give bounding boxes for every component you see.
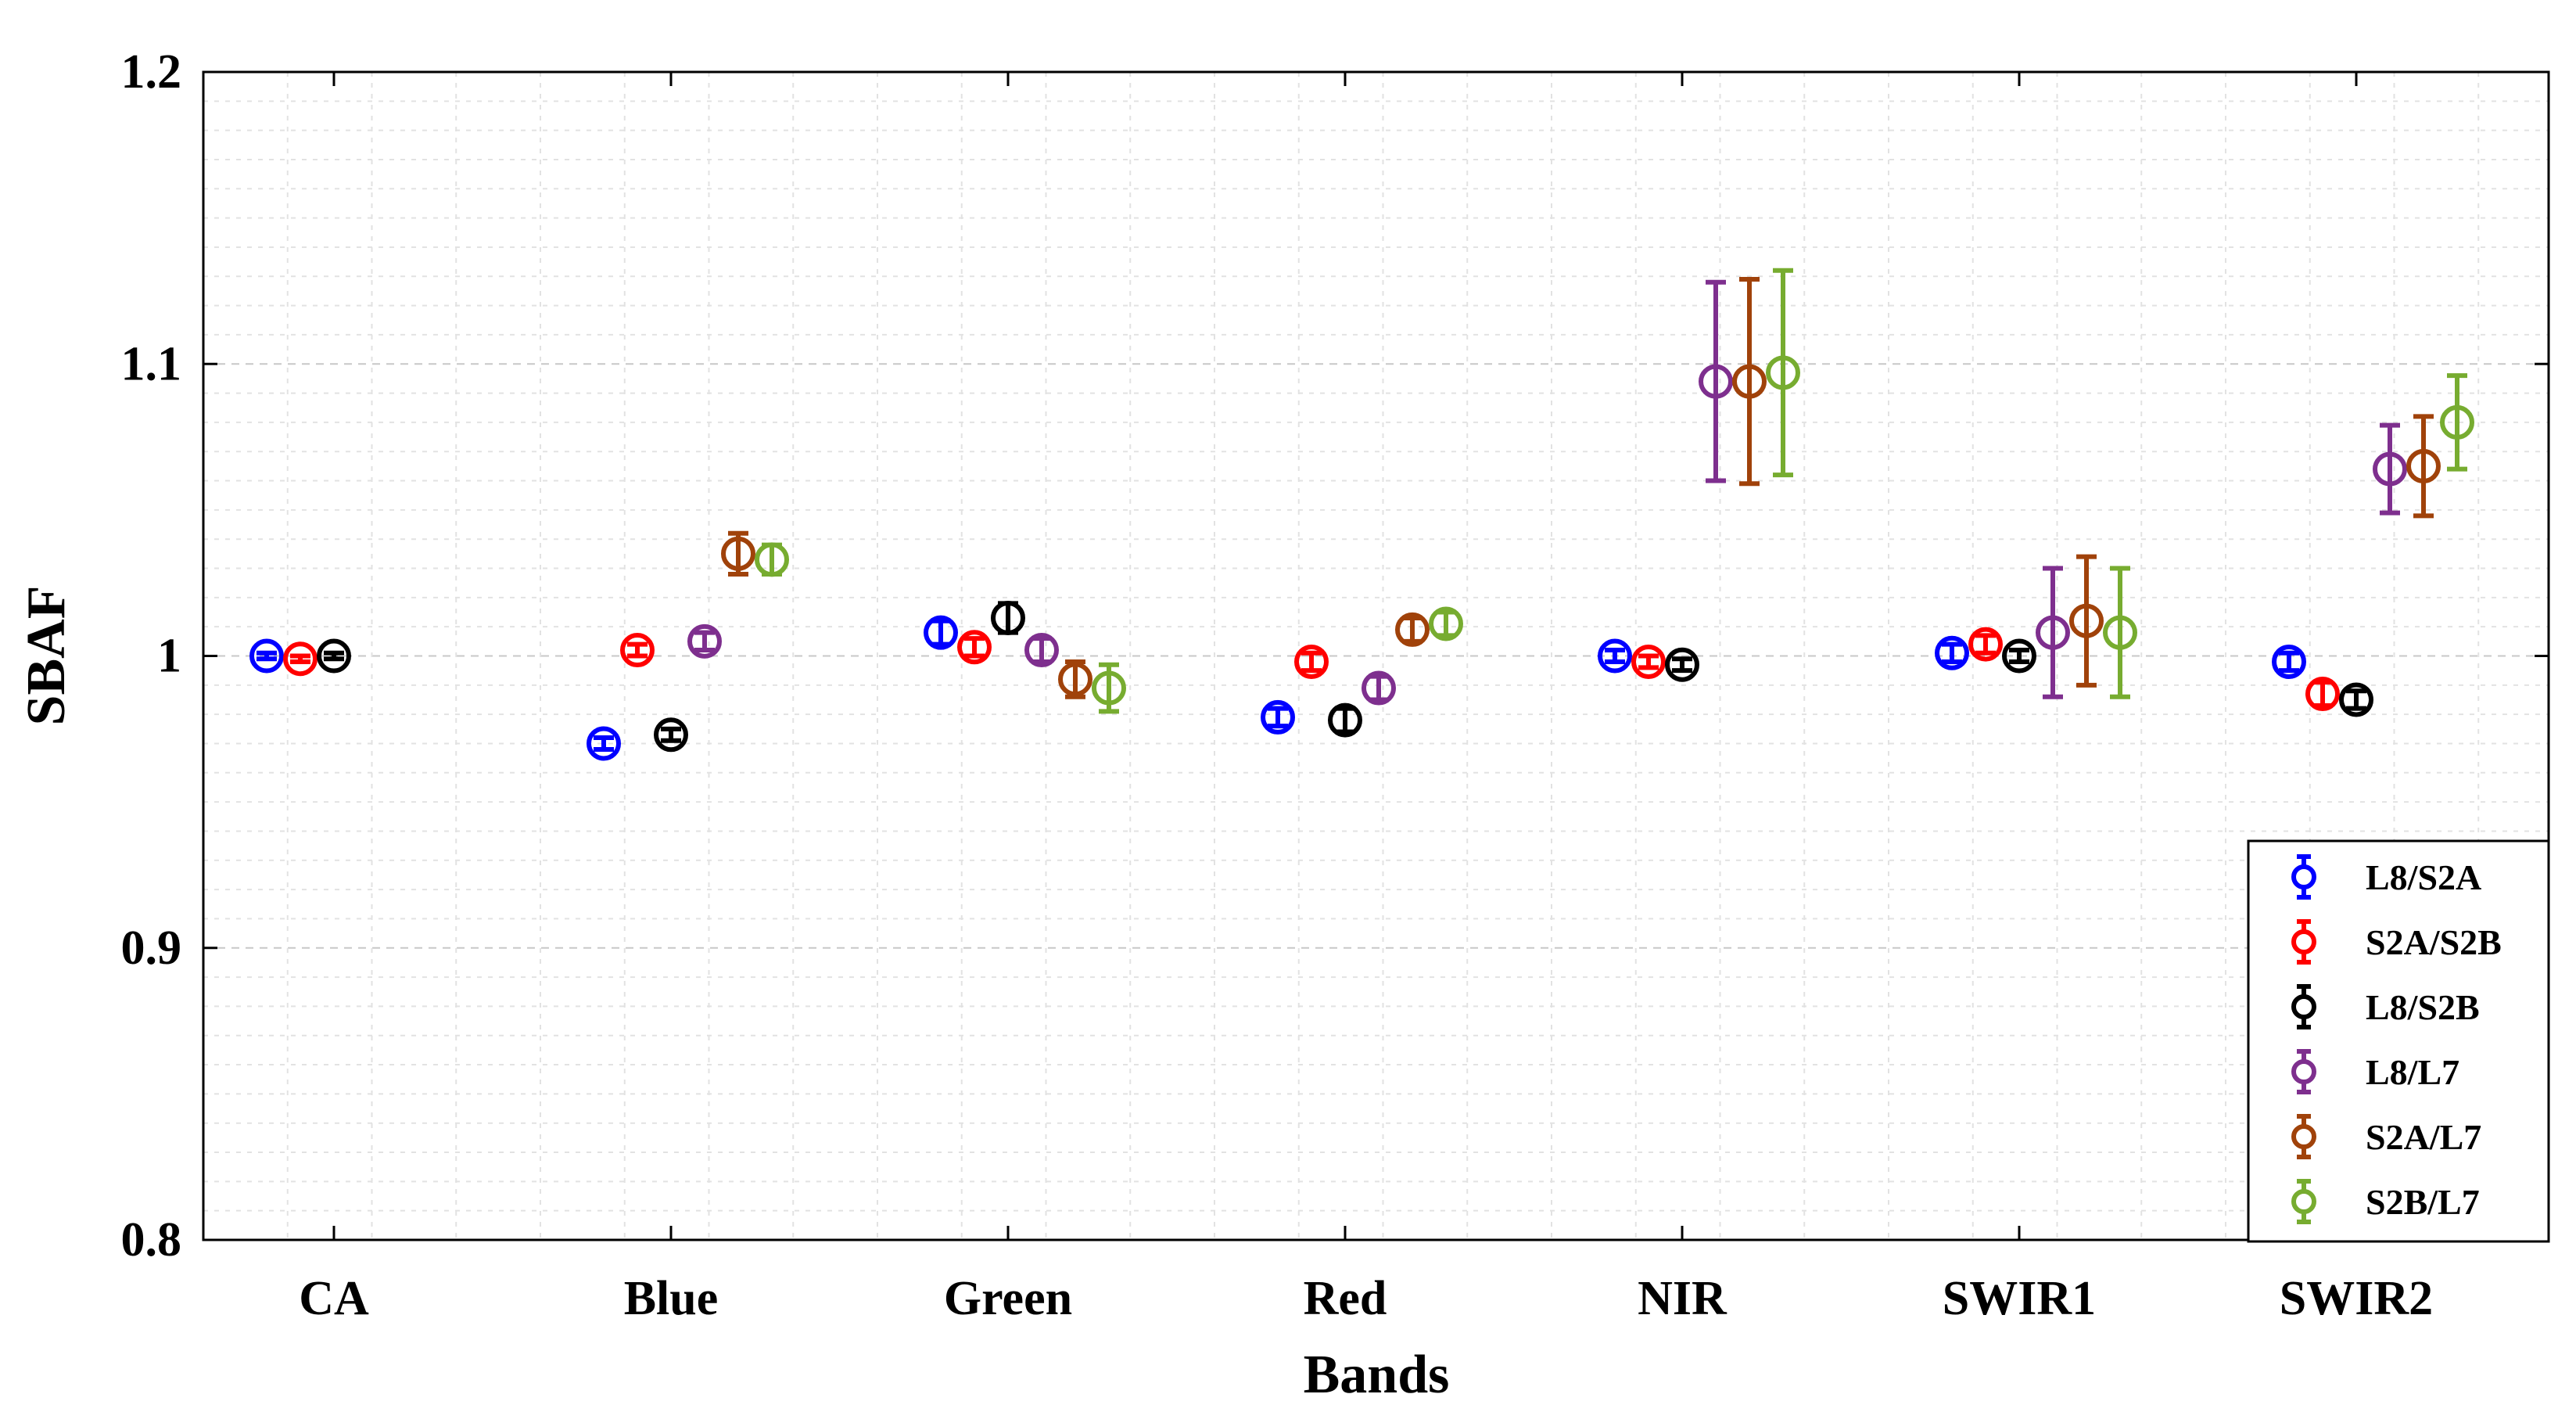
series-s2a-s2b: [283, 627, 2340, 712]
y-tick-label: 1: [157, 630, 181, 683]
y-tick-label: 0.9: [121, 922, 182, 975]
x-tick-labels: CA Blue Green Red NIR SWIR1 SWIR2: [299, 72, 2433, 1325]
data-point: [1024, 633, 1059, 668]
data-point: [317, 638, 351, 674]
y-axis-title: SBAF: [16, 586, 77, 726]
legend-label: L8/L7: [2366, 1052, 2459, 1092]
data-point: [2440, 404, 2474, 440]
data-point: [924, 615, 958, 650]
data-point: [1429, 606, 1463, 641]
y-tick-label: 1.1: [121, 337, 182, 390]
legend: L8/S2A S2A/S2B L8/S2B L8/L7 S2A/L7 S2B/L7: [2247, 839, 2550, 1243]
data-point: [1665, 647, 1699, 682]
data-point: [1968, 627, 2003, 662]
legend-label: L8/S2A: [2366, 857, 2481, 897]
series-s2a-l7: [721, 277, 2441, 699]
x-tick-label: Red: [1304, 1272, 1387, 1325]
data-point: [1598, 638, 1632, 674]
data-point: [721, 536, 755, 571]
legend-marker-icon: [2291, 864, 2316, 889]
data-point: [1766, 355, 1800, 390]
plot-frame: [202, 70, 2550, 1241]
legend-label: S2B/L7: [2366, 1182, 2480, 1222]
x-tick-label: SWIR1: [1943, 1272, 2096, 1325]
legend-entry: L8/L7: [2291, 1049, 2459, 1094]
x-tick-label: NIR: [1638, 1272, 1727, 1325]
x-tick-label: SWIR2: [2280, 1272, 2433, 1325]
x-axis-title: Bands: [1304, 1345, 1450, 1405]
data-point: [2406, 448, 2441, 483]
data-marks: [249, 268, 2474, 761]
x-tick-label: CA: [299, 1272, 369, 1325]
data-point: [654, 717, 688, 753]
y-tick-labels: 0.8 0.9 1 1.1 1.2: [121, 45, 2549, 1266]
legend-entry: L8/S2A: [2291, 854, 2481, 900]
data-point: [1395, 612, 1430, 647]
x-tick-label: Green: [944, 1272, 1072, 1325]
x-tick-label: Blue: [624, 1272, 719, 1325]
data-point: [1699, 364, 1733, 399]
data-point: [1058, 662, 1092, 697]
data-point: [2103, 615, 2137, 650]
data-point: [1328, 702, 1362, 738]
legend-marker-icon: [2291, 1059, 2316, 1084]
legend-box: [2247, 839, 2550, 1243]
data-point: [1362, 670, 1396, 706]
series-l8-s2a: [249, 615, 2306, 761]
legend-marker-icon: [2291, 1124, 2316, 1149]
legend-entry: L8/S2B: [2291, 984, 2480, 1029]
series-s2b-l7: [755, 268, 2474, 714]
y-tick-label: 0.8: [121, 1213, 182, 1266]
data-point: [2272, 644, 2306, 679]
data-point: [687, 623, 722, 659]
data-point: [2036, 615, 2070, 650]
data-point: [1261, 699, 1295, 735]
data-point: [1294, 644, 1329, 679]
data-point: [2339, 682, 2373, 717]
data-point: [2069, 603, 2104, 638]
data-point: [957, 630, 992, 665]
legend-marker-icon: [2291, 929, 2316, 954]
legend-label: L8/S2B: [2366, 987, 2480, 1027]
legend-label: S2A/L7: [2366, 1117, 2481, 1157]
data-point: [587, 726, 621, 761]
legend-entry: S2B/L7: [2291, 1179, 2480, 1224]
data-point: [620, 633, 655, 668]
legend-label: S2A/S2B: [2366, 922, 2502, 962]
legend-marker-icon: [2291, 1189, 2316, 1214]
data-point: [249, 638, 284, 674]
data-point: [1092, 670, 1126, 706]
legend-entry: S2A/L7: [2291, 1114, 2481, 1159]
data-point: [2373, 451, 2407, 487]
data-point: [2305, 677, 2340, 712]
data-point: [1631, 644, 1666, 679]
legend-marker-icon: [2291, 994, 2316, 1019]
data-point: [283, 641, 318, 677]
legend-entry: S2A/S2B: [2291, 919, 2502, 965]
data-point: [1732, 364, 1767, 399]
series-l8-s2b: [317, 600, 2373, 753]
data-point: [755, 542, 789, 577]
series-l8-l7: [687, 279, 2407, 706]
data-point: [2002, 638, 2036, 674]
y-tick-label: 1.2: [121, 45, 182, 99]
data-point: [991, 600, 1025, 635]
data-point: [1935, 635, 1969, 670]
